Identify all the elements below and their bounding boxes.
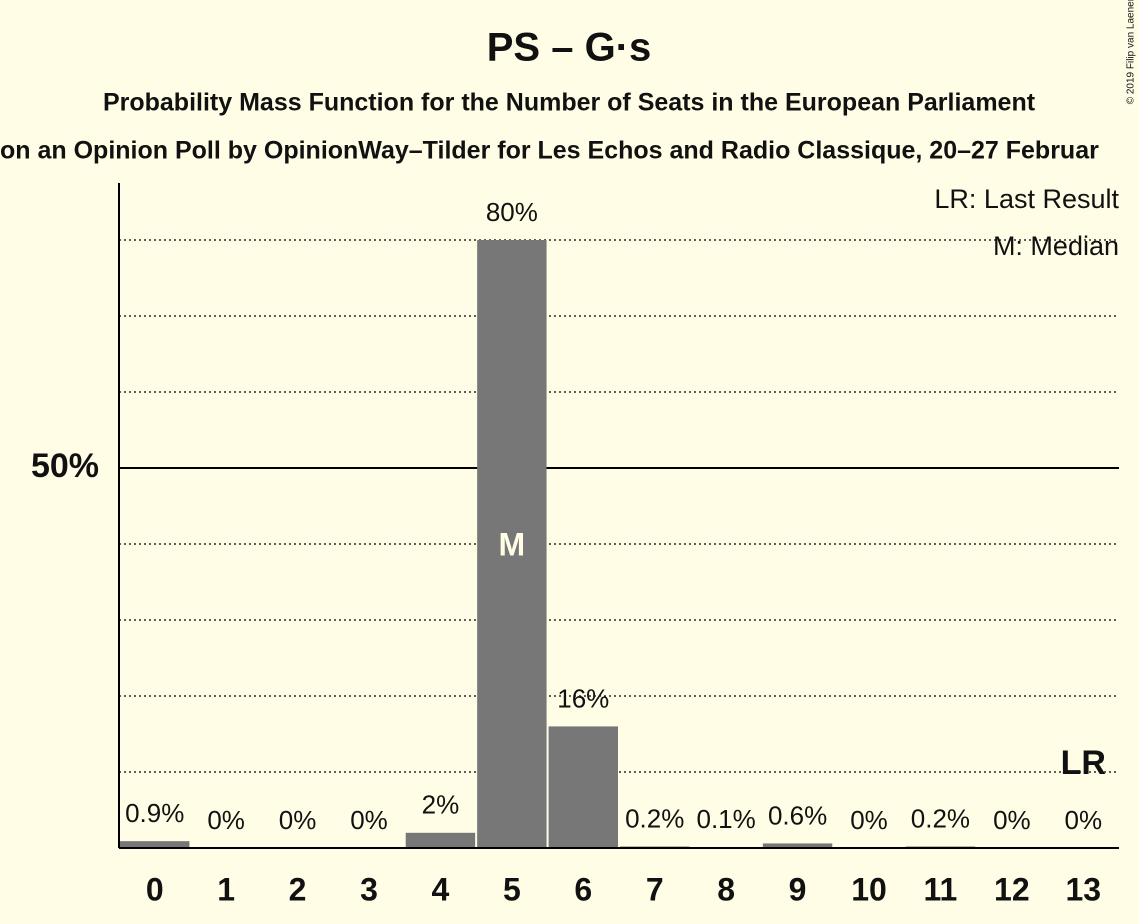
bar: [548, 726, 618, 848]
x-tick-label: 3: [360, 871, 378, 907]
value-label: 0%: [279, 805, 317, 835]
chart-subtitle: Probability Mass Function for the Number…: [103, 89, 1036, 117]
y-tick-label: 50%: [31, 447, 99, 485]
value-label: 0%: [207, 805, 245, 835]
x-tick-label: 8: [717, 871, 735, 907]
bar: [762, 843, 833, 848]
bar: [405, 832, 476, 848]
value-label: 0%: [993, 805, 1031, 835]
legend-item: LR: Last Result: [934, 184, 1119, 214]
x-tick-label: 1: [217, 871, 235, 907]
value-label: 0.6%: [768, 800, 827, 830]
x-tick-label: 11: [924, 871, 958, 907]
x-tick-label: 9: [789, 871, 807, 907]
x-tick-label: 13: [1065, 871, 1101, 907]
x-tick-label: 2: [289, 871, 307, 907]
legend-item: M: Median: [993, 231, 1119, 261]
x-tick-label: 12: [994, 871, 1030, 907]
x-tick-label: 7: [646, 871, 664, 907]
value-label: 0.9%: [125, 798, 184, 828]
value-label: 0%: [850, 805, 888, 835]
value-label: 0.2%: [911, 803, 970, 833]
x-tick-label: 5: [503, 871, 521, 907]
x-tick-label: 4: [432, 871, 450, 907]
value-label: 2%: [422, 790, 460, 820]
bar: [477, 240, 547, 848]
value-label: 0%: [1064, 805, 1102, 835]
x-tick-label: 6: [574, 871, 592, 907]
chart-title: PS – G·s: [487, 26, 652, 70]
median-marker: M: [499, 526, 526, 562]
chart-subtitle: on an Opinion Poll by OpinionWay–Tilder …: [0, 137, 1099, 165]
value-label: 0%: [350, 805, 388, 835]
value-label: 0.2%: [625, 803, 684, 833]
copyright: © 2019 Filip van Laenen: [1126, 0, 1137, 104]
x-tick-label: 10: [851, 871, 887, 907]
value-label: 80%: [486, 197, 538, 227]
value-label: 16%: [557, 683, 609, 713]
last-result-marker: LR: [1061, 744, 1106, 782]
value-label: 0.1%: [697, 804, 756, 834]
bar: [120, 841, 190, 848]
x-tick-label: 0: [146, 871, 164, 907]
